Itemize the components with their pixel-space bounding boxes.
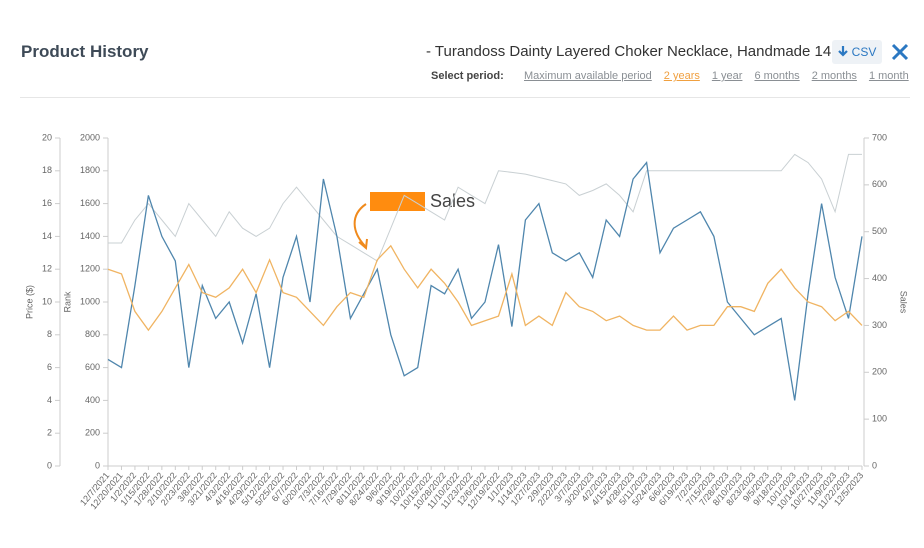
series-line — [107, 161, 863, 401]
period-option[interactable]: 6 months — [754, 70, 800, 82]
y-tick-label: 18 — [42, 165, 52, 175]
series-line — [107, 244, 863, 332]
series-line — [108, 153, 862, 262]
y-tick-label: 1000 — [80, 296, 100, 306]
y-tick-label: 1600 — [80, 198, 100, 208]
y-tick-label: 0 — [47, 460, 52, 470]
axis-title: Rank — [62, 291, 72, 313]
period-option[interactable]: 2 months — [811, 70, 857, 82]
period-options: Maximum available period 2 years 1 year 6 m… — [524, 70, 909, 82]
y-tick-label: 0 — [95, 460, 100, 470]
y-tick-label: 12 — [42, 264, 52, 274]
annotation-arrow-head — [358, 238, 368, 250]
period-option[interactable]: 2 years — [663, 70, 700, 82]
y-tick-label: 1400 — [80, 231, 100, 241]
y-tick-label: 16 — [42, 198, 52, 208]
y-tick-label: 10 — [42, 296, 52, 306]
y-tick-label: 700 — [872, 132, 887, 142]
y-tick-label: 800 — [85, 329, 100, 339]
y-tick-label: 100 — [872, 414, 887, 424]
period-option[interactable]: 1 year — [711, 70, 743, 82]
y-tick-label: 1200 — [80, 264, 100, 274]
y-tick-label: 200 — [85, 428, 100, 438]
y-tick-label: 400 — [85, 395, 100, 405]
y-tick-label: 600 — [872, 179, 887, 189]
annotation-arrow — [353, 203, 367, 247]
y-tick-label: 6 — [47, 362, 52, 372]
annotation-box — [370, 192, 425, 211]
y-tick-label: 20 — [42, 132, 52, 142]
y-tick-label: 1800 — [80, 165, 100, 175]
y-tick-label: 600 — [85, 362, 100, 372]
y-tick-label: 400 — [872, 273, 887, 283]
close-button[interactable] — [890, 42, 910, 62]
y-tick-label: 14 — [42, 231, 52, 241]
product-title: - Turandoss Dainty Layered Choker Neckla… — [426, 43, 861, 60]
y-tick-label: 2 — [47, 428, 52, 438]
y-tick-label: 4 — [47, 395, 52, 405]
period-label: Select period: — [431, 70, 504, 82]
axis-title: Price ($) — [24, 285, 34, 319]
page-title: Product History — [21, 42, 149, 61]
download-icon — [837, 46, 848, 57]
period-option[interactable]: Maximum available period — [524, 70, 652, 82]
y-tick-label: 8 — [47, 329, 52, 339]
y-tick-label: 2000 — [80, 132, 100, 142]
csv-label: CSV — [851, 45, 877, 59]
y-tick-label: 500 — [872, 226, 887, 236]
csv-button[interactable]: CSV — [832, 40, 882, 64]
y-tick-label: 0 — [872, 460, 877, 470]
y-tick-label: 200 — [872, 367, 887, 377]
period-option[interactable]: 1 month — [868, 70, 909, 82]
separator — [20, 97, 910, 98]
y-tick-label: 300 — [872, 320, 887, 330]
axis-title: Sales — [899, 291, 909, 314]
